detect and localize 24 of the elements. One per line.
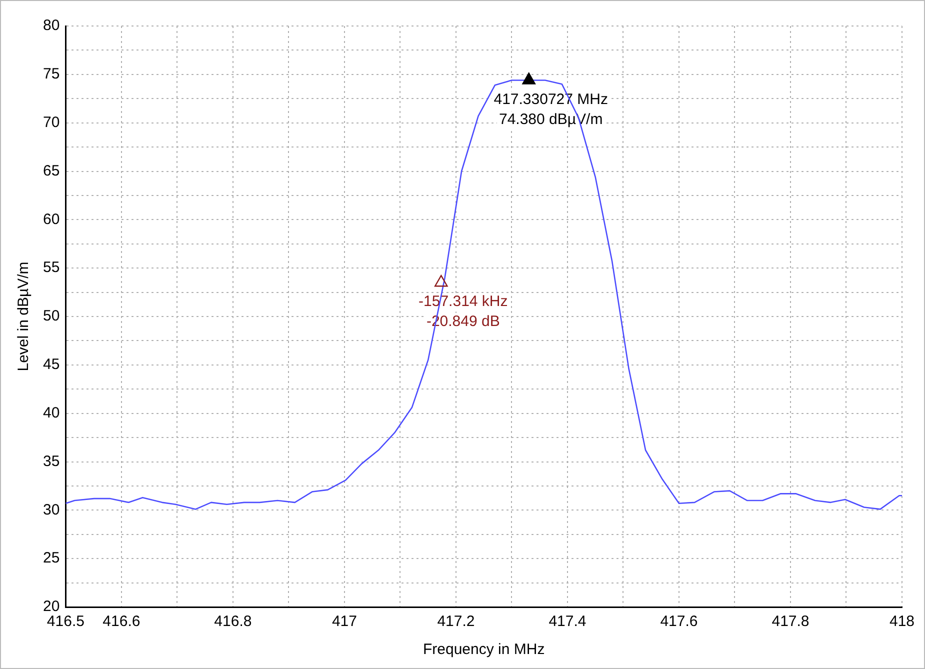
y-tick-label: 65: [42, 162, 60, 180]
y-tick-label: 45: [42, 356, 60, 374]
y-tick-label: 40: [42, 404, 60, 422]
x-tick-label: 417: [332, 613, 357, 630]
x-tick-label: 416.8: [214, 613, 252, 630]
y-tick-label: 80: [42, 17, 60, 34]
x-tick-label: 418: [889, 613, 915, 630]
y-tick-label: 30: [42, 501, 60, 518]
x-tick-label: 417.4: [548, 613, 586, 630]
y-tick-label: 25: [42, 550, 60, 567]
y-tick-label: 20: [42, 598, 60, 616]
x-tick-label: 417.8: [772, 613, 810, 630]
y-tick-label: 35: [42, 452, 60, 470]
y-tick-label: 75: [42, 66, 60, 83]
x-tick-label: 416.5: [46, 613, 84, 630]
x-tick-label: 417.2: [437, 613, 475, 630]
x-axis-title: Frequency in MHz: [422, 641, 545, 658]
x-tick-label: 417.6: [660, 613, 698, 630]
y-tick-label: 70: [42, 114, 60, 131]
y-axis-title: Level in dBµV/m: [15, 262, 32, 372]
x-tick-label: 416.6: [102, 613, 140, 630]
y-tick-label: 55: [42, 259, 60, 276]
y-tick-label: 60: [42, 210, 60, 228]
y-tick-label: 50: [42, 308, 60, 325]
